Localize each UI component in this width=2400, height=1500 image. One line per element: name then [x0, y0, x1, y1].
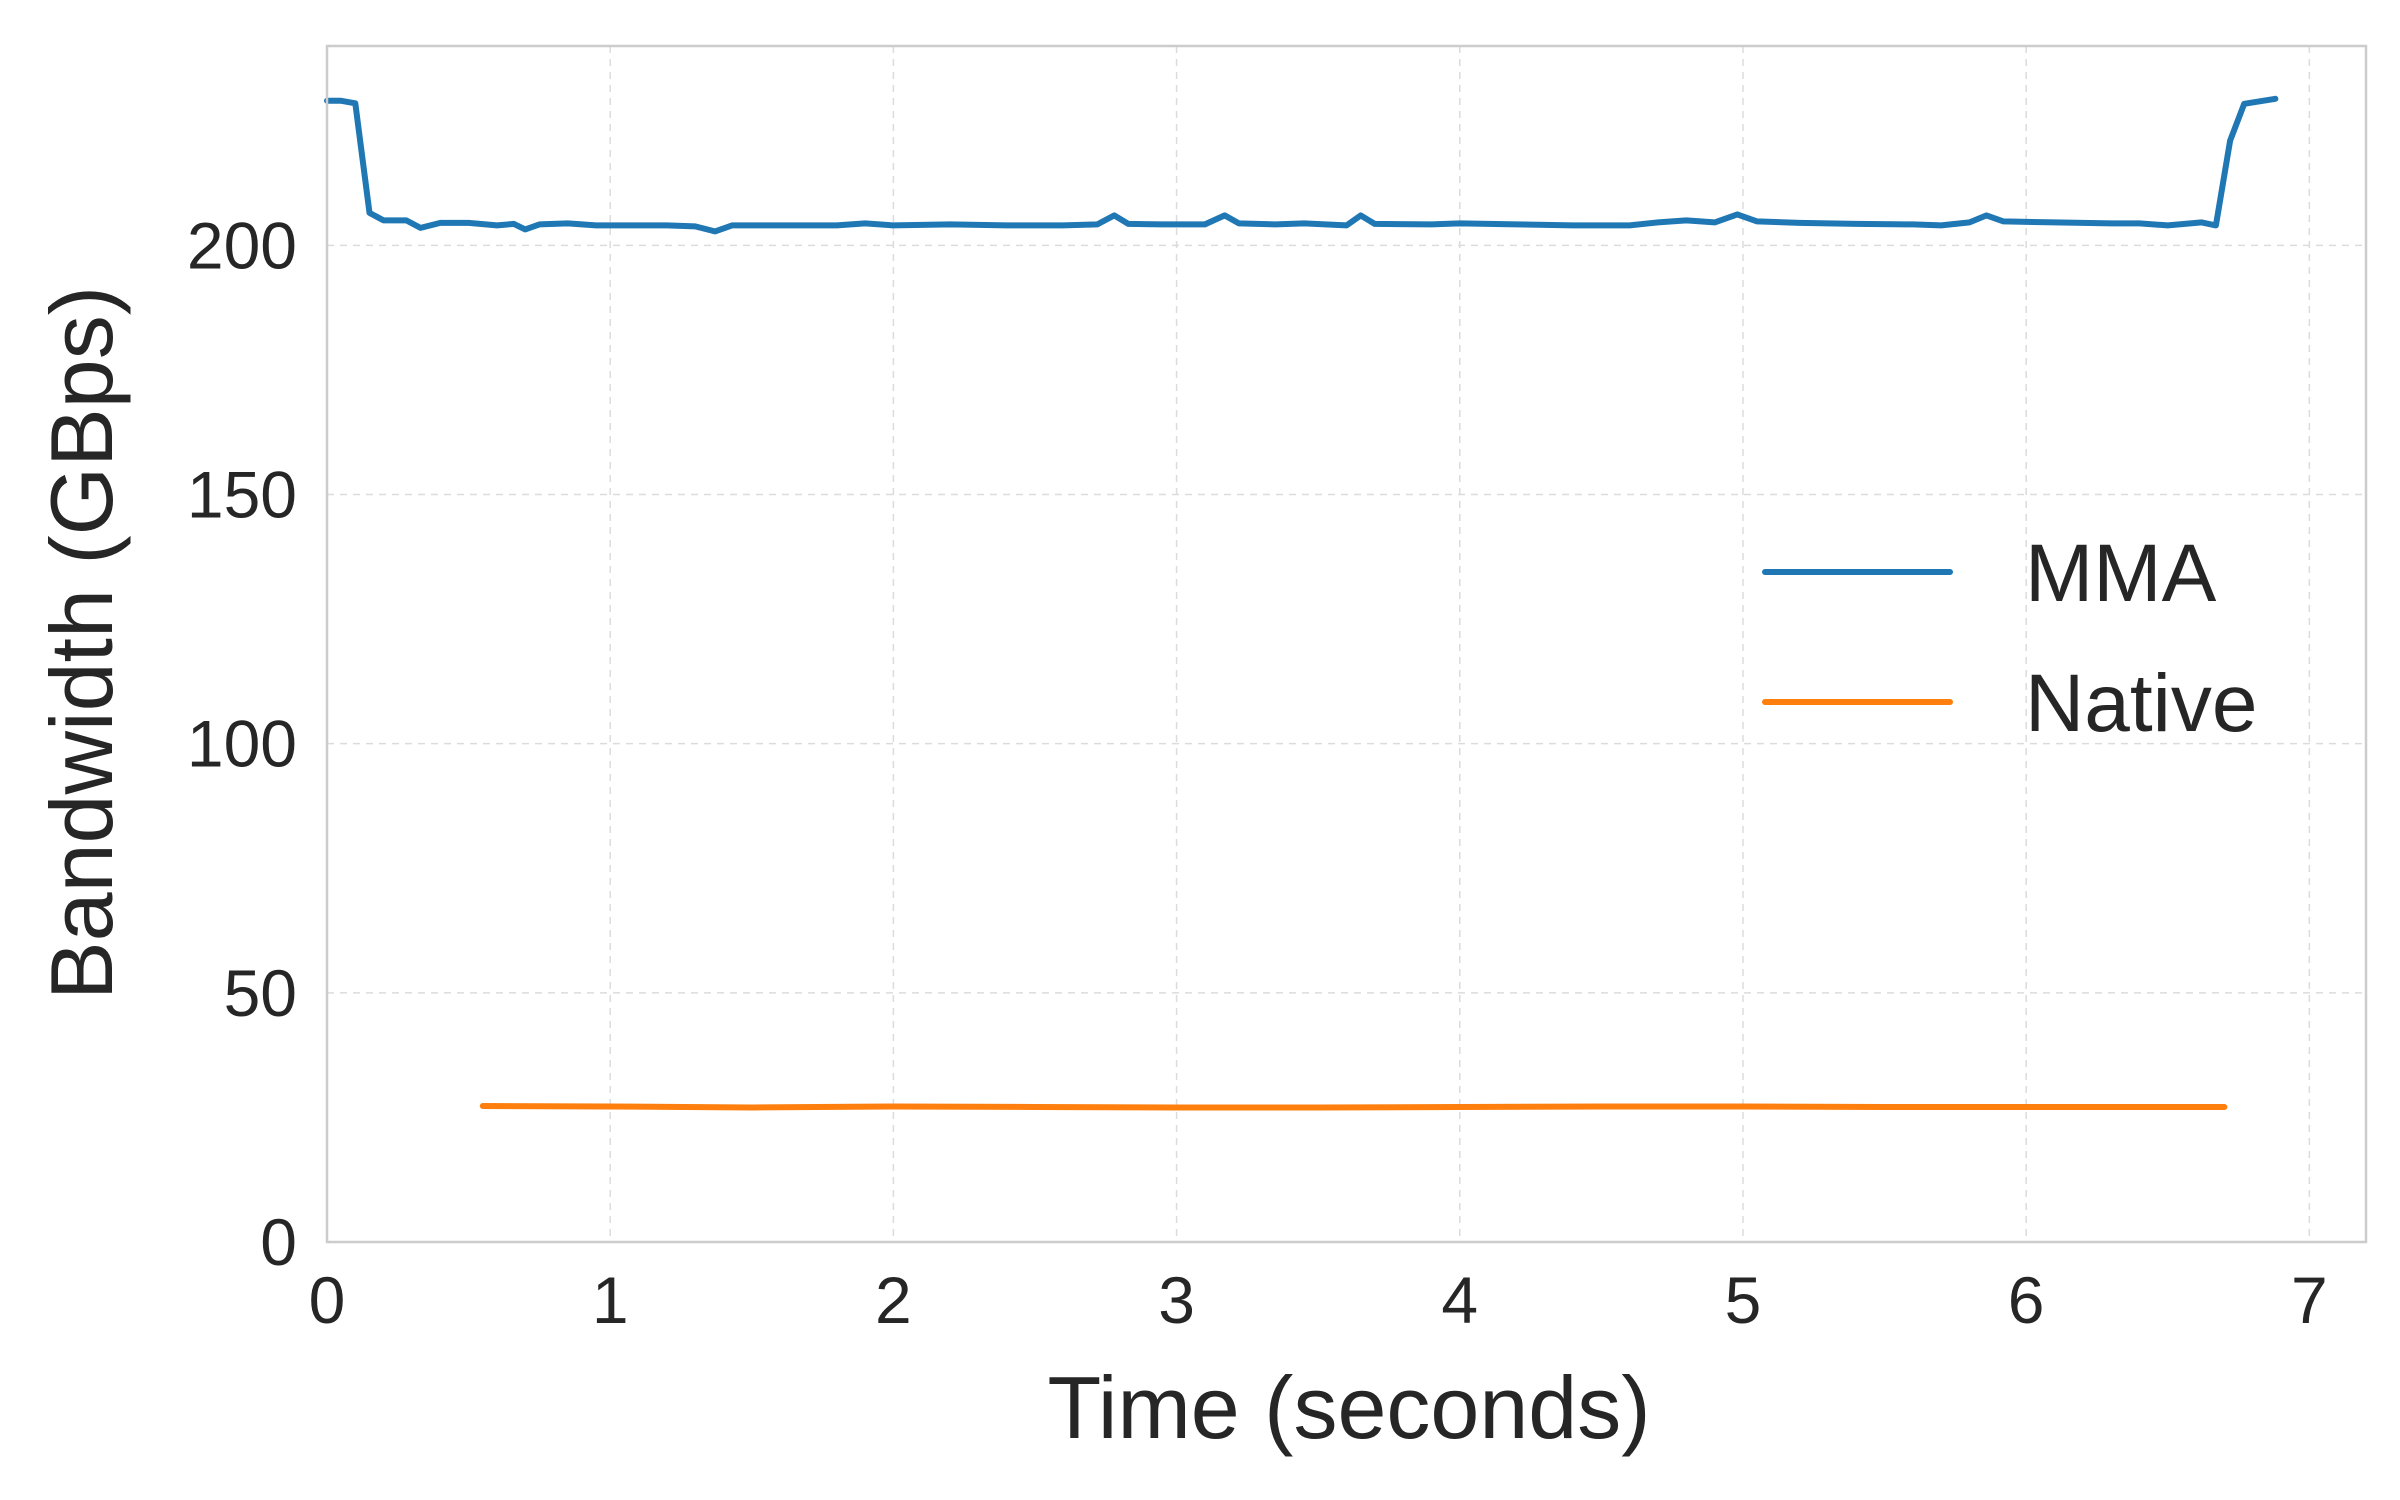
- x-tick-label: 1: [592, 1263, 629, 1337]
- x-tick-label: 2: [875, 1263, 912, 1337]
- y-tick-label: 50: [224, 956, 297, 1030]
- plot-frame: [325, 44, 2368, 1244]
- x-tick-label: 0: [309, 1263, 346, 1337]
- series-line-mma: [324, 95, 2279, 235]
- x-tick-label: 6: [2008, 1263, 2045, 1337]
- x-tick-label: 3: [1158, 1263, 1195, 1337]
- x-tick-label: 7: [2291, 1263, 2328, 1337]
- grid-lines: [327, 46, 2366, 1242]
- y-tick-label: 100: [187, 707, 297, 781]
- x-tick-label: 4: [1441, 1263, 1478, 1337]
- legend: MMA Native: [1762, 528, 2257, 749]
- series-line-native: [479, 1103, 2228, 1111]
- y-tick-label: 200: [187, 208, 297, 282]
- legend-label-native: Native: [2025, 658, 2257, 749]
- x-axis-title: Time (seconds): [1047, 1358, 1650, 1457]
- series-lines: [324, 95, 2279, 1111]
- y-tick-labels: 0 50 100 150 200: [187, 208, 297, 1279]
- legend-label-mma: MMA: [2025, 528, 2217, 619]
- y-axis-title: Bandwidth (GBps): [32, 286, 131, 1000]
- x-tick-label: 5: [1725, 1263, 1762, 1337]
- x-tick-labels: 0 1 2 3 4 5 6 7: [309, 1263, 2328, 1337]
- y-tick-label: 0: [260, 1205, 297, 1279]
- y-tick-label: 150: [187, 458, 297, 532]
